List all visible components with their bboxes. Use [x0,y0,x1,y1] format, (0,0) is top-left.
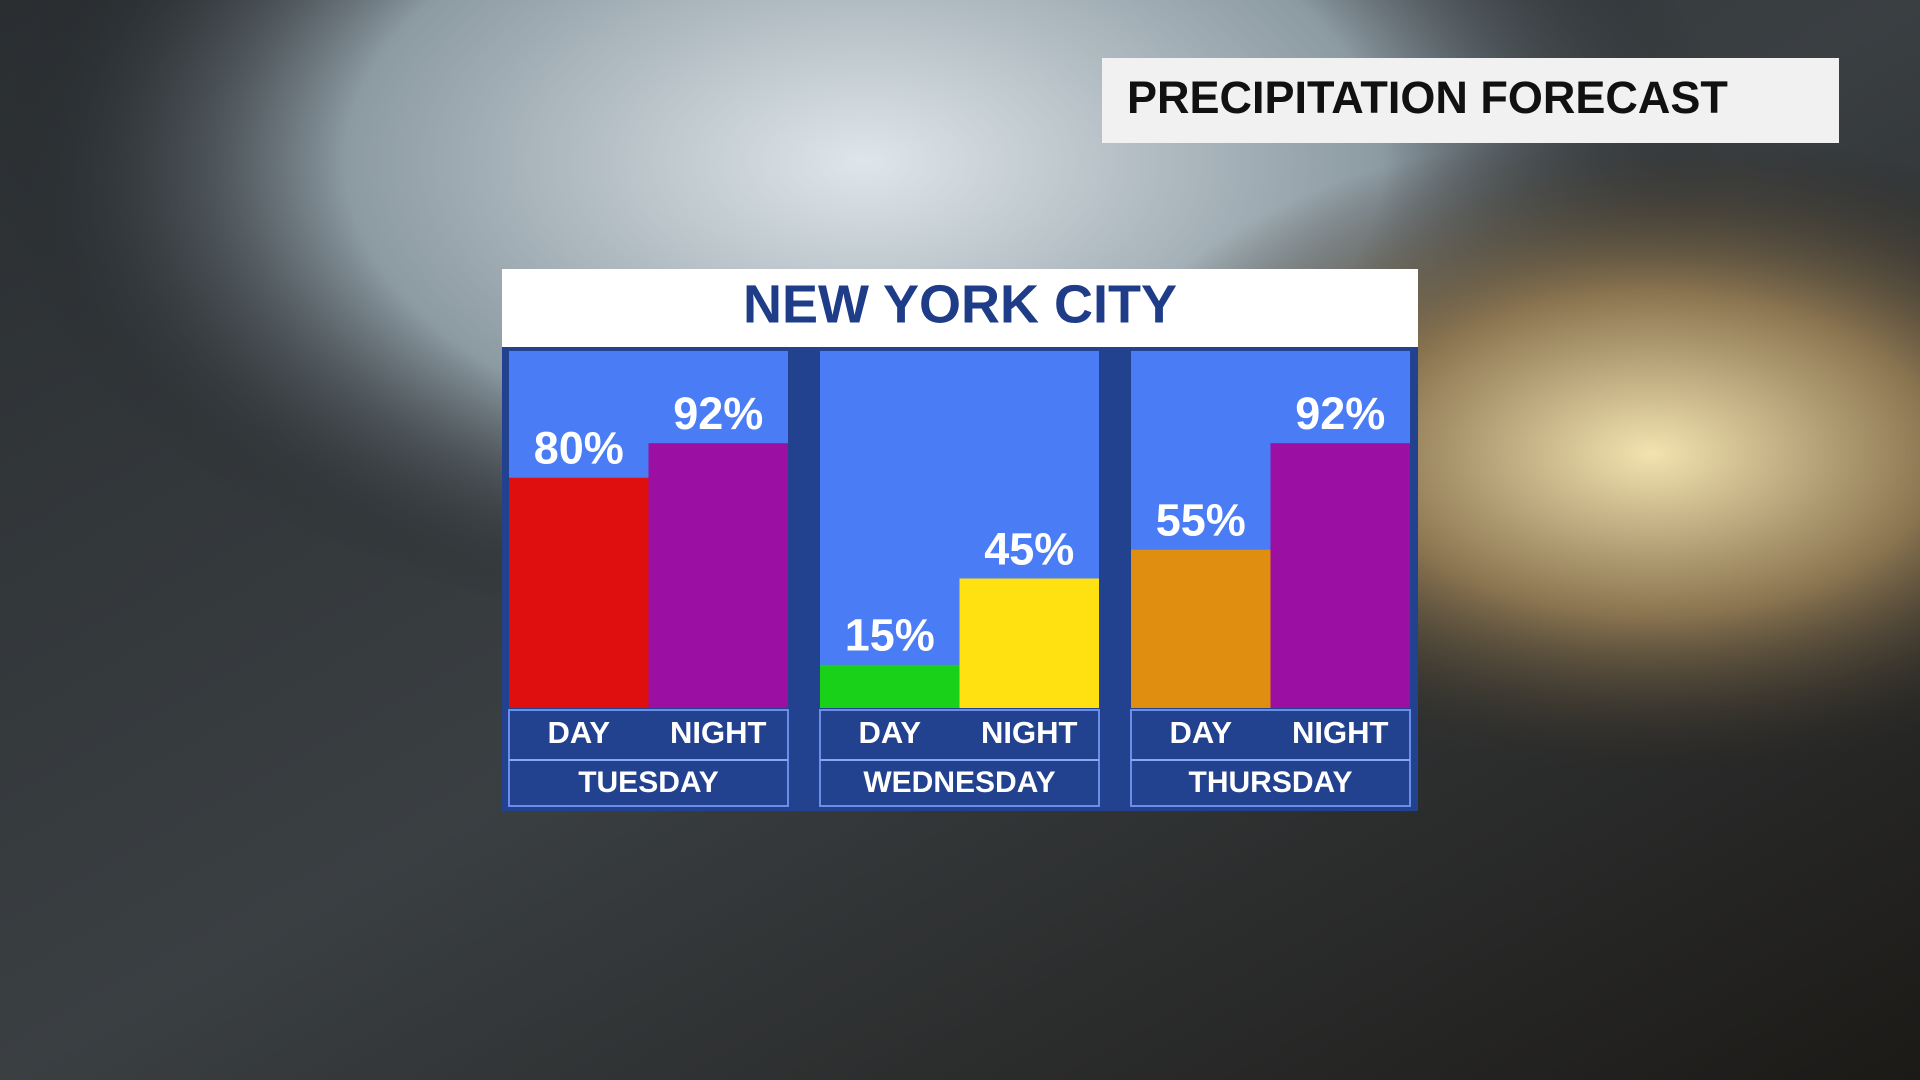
group-label-box [508,709,789,807]
group-label-box [1130,709,1411,807]
banner-box [1102,58,1839,143]
chart-title: NEW YORK CITY [743,274,1177,334]
category-label: NIGHT [981,715,1078,750]
plot: TUESDAY 80% DAY 92% NIGHT WEDNESDAY 15% DAY 45% N… [508,351,1411,807]
banner-title: PRECIPITATION FORECAST [1127,72,1728,123]
group-label: THURSDAY [1189,766,1353,799]
group-label: WEDNESDAY [863,766,1055,799]
bar [1131,549,1271,708]
bar [820,664,960,708]
category-label: DAY [547,715,610,750]
category-label: NIGHT [1292,715,1389,750]
category-label: NIGHT [670,715,767,750]
value-label: 55% [1156,495,1246,546]
bar [509,477,649,708]
value-label: 92% [1295,388,1385,439]
category-label: DAY [858,715,921,750]
value-label: 80% [534,423,624,474]
value-label: 92% [673,388,763,439]
category-label: DAY [1169,715,1232,750]
bar [959,578,1099,708]
title-box [502,269,1418,347]
value-label: 45% [984,523,1074,574]
bar [1270,443,1410,708]
value-label: 15% [845,610,935,661]
group-label: TUESDAY [578,766,719,799]
group-label-box [819,709,1100,807]
bar [648,443,788,708]
